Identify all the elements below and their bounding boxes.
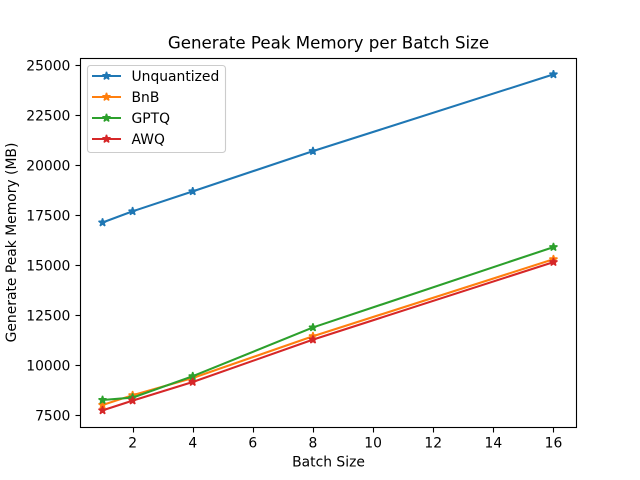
x-tick-label: 10	[364, 436, 382, 452]
y-tick-label: 7500	[35, 408, 70, 424]
x-tick-label: 12	[424, 436, 442, 452]
y-tick-label: 22500	[26, 109, 70, 125]
x-tick-label: 2	[128, 436, 137, 452]
legend-sample-marker	[102, 134, 111, 143]
legend: Unquantized BnB GPTQ AWQ	[86, 64, 227, 154]
y-tick-label: 17500	[26, 209, 70, 225]
series-line-gptq	[102, 246, 554, 402]
axes-frame	[79, 57, 578, 429]
y-tick-label: 20000	[26, 159, 70, 175]
data-point-unquantized	[98, 218, 107, 227]
axis-labels-group: Generate Peak Memory per Batch Size Batc…	[4, 33, 489, 470]
data-point-awq	[128, 396, 137, 405]
x-tick-label: 14	[485, 436, 503, 452]
y-axis-label: Generate Peak Memory (MB)	[4, 143, 20, 343]
legend-label: BnB	[132, 90, 160, 106]
data-point-gptq	[549, 242, 558, 252]
legend-label: GPTQ	[132, 111, 171, 127]
y-tick-label: 12500	[26, 308, 70, 324]
data-point-gptq	[98, 395, 107, 404]
x-tick-label: 6	[248, 436, 257, 452]
plot-area: 2 4 6 8 10 12 14 16 7500 10000 12500 15000 17500 2000…	[26, 57, 578, 452]
y-tick-label: 15000	[26, 258, 70, 274]
legend-sample-marker	[102, 92, 111, 101]
y-tick-label: 25000	[26, 59, 70, 75]
data-point-unquantized	[549, 70, 558, 79]
x-tick-label: 4	[188, 436, 197, 452]
legend-sample-marker	[102, 113, 111, 122]
legend-label: Unquantized	[132, 69, 220, 85]
legend-box	[86, 64, 227, 154]
legend-sample-marker	[102, 71, 111, 80]
x-tick-label: 16	[545, 436, 563, 452]
data-point-unquantized	[188, 186, 198, 196]
data-point-awq	[549, 257, 558, 267]
data-point-unquantized	[308, 146, 318, 156]
series-line-awq	[102, 261, 554, 412]
data-point-gptq	[308, 323, 318, 332]
data-point-awq	[308, 335, 318, 344]
chart-title: Generate Peak Memory per Batch Size	[168, 33, 489, 52]
legend-label: AWQ	[132, 132, 165, 148]
y-tick-label: 10000	[26, 358, 70, 374]
data-point-awq	[188, 377, 198, 386]
data-point-unquantized	[128, 206, 137, 216]
x-tick-label: 8	[309, 436, 318, 452]
x-axis-label: Batch Size	[292, 455, 365, 471]
data-point-awq	[98, 406, 107, 415]
